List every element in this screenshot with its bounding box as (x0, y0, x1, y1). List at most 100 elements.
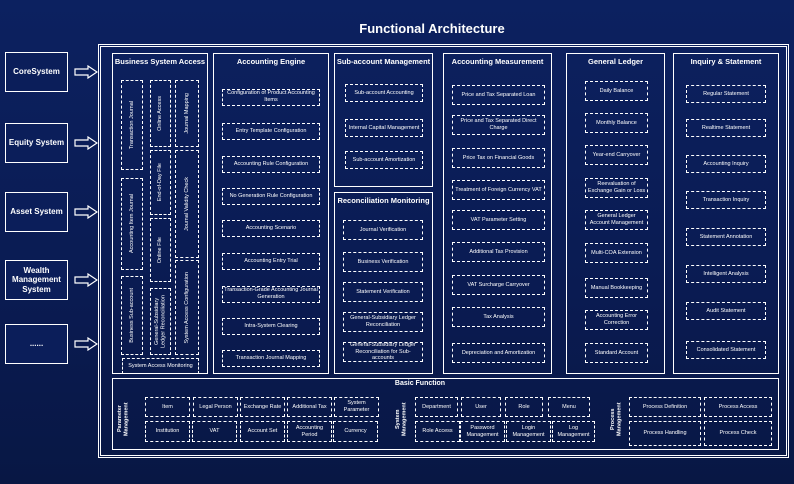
function-item: Transaction Inquiry (686, 191, 766, 209)
arrow-right-icon (74, 136, 98, 150)
process-item: Process Check (704, 421, 772, 446)
function-item: VAT Surcharge Carryover (452, 275, 545, 295)
sub-account-management: Sub-account Management (334, 53, 433, 187)
function-item: No Generation Rule Configuration (222, 187, 320, 205)
function-item: Treatment of Foreign Currency VAT (452, 180, 545, 200)
function-item: General Ledger Account Management (585, 210, 648, 230)
source-system: CoreSystem (5, 52, 68, 92)
function-item: Year-end Carryover (585, 145, 648, 165)
function-item: Price and Tax Separated Loan (452, 85, 545, 105)
function-item-label: System Access Configuration (183, 271, 190, 344)
architecture-frame (98, 44, 789, 458)
function-item: Business Verification (343, 252, 423, 272)
function-item: Standard Account (585, 343, 648, 363)
function-item: Reevaluation of Exchange Gain or Loss (585, 178, 648, 198)
function-item: System Access Configuration (175, 260, 199, 355)
reconciliation-monitoring-title: Reconciliation Monitoring (337, 196, 430, 205)
function-item: Accounting Entry Trial (222, 252, 320, 270)
function-item: Depreciation and Amortization (452, 343, 545, 363)
function-item: VAT Parameter Setting (452, 210, 545, 230)
system-item: Role Access (415, 421, 460, 442)
parameter-item: Accounting Period (287, 421, 332, 442)
function-item: Accounting Rule Configuration (222, 155, 320, 173)
process-item: Process Access (704, 397, 772, 417)
function-item: Consolidated Statement (686, 341, 766, 359)
function-item: Monthly Balance (585, 113, 648, 133)
function-item-label: Journal Validity Check (183, 176, 190, 231)
source-system: ...... (5, 324, 68, 364)
function-item: Internal Capital Management (345, 119, 423, 137)
function-item: Transaction Journal Mapping (222, 349, 320, 367)
function-item: Configuration of Product Accounting Item… (222, 88, 320, 106)
parameter-item: Currency (333, 421, 378, 442)
function-item: Accounting Item Journal (121, 178, 143, 270)
system-item: Log Management (552, 421, 595, 442)
function-item: Accounting Error Correction (585, 310, 648, 330)
function-item: Audit Statement (686, 302, 766, 320)
system-item: Department (415, 397, 458, 417)
source-system: Asset System (5, 192, 68, 232)
function-item: Daily Balance (585, 81, 648, 101)
function-item: Business Sub-account (121, 276, 143, 355)
function-item: Price Tax on Financial Goods (452, 148, 545, 168)
parameter-item: VAT (192, 421, 237, 442)
system-management-label: System Management (393, 396, 409, 442)
function-item: Intra-System Clearing (222, 317, 320, 335)
process-item: Process Definition (629, 397, 701, 417)
function-item: Intelligent Analysis (686, 265, 766, 283)
parameter-item: Account Set (240, 421, 285, 442)
inquiry-statement-title: Inquiry & Statement (690, 57, 762, 66)
function-item: General-Subsidiary Ledger Reconciliation (343, 312, 423, 332)
function-item: Accounting Inquiry (686, 155, 766, 173)
parameter-item: Institution (145, 421, 190, 442)
function-item: Journal Validity Check (175, 150, 199, 258)
function-item: Online Access (150, 80, 171, 147)
system-item: Password Management (460, 421, 505, 442)
source-system: Equity System (5, 123, 68, 163)
function-item: Regular Statement (686, 85, 766, 103)
process-management-label: Process Management (608, 396, 624, 442)
parameter-item: Legal Person (193, 397, 238, 417)
system-item: Role (505, 397, 543, 417)
parameter-management-label: Parameter Management (114, 396, 132, 442)
general-ledger: General Ledger (566, 53, 665, 374)
function-item: Transaction-Grade Accounting Journal Gen… (222, 285, 320, 303)
system-item: Menu (548, 397, 590, 417)
page-title: Functional Architecture (359, 21, 505, 36)
function-item-label: Online Access (157, 96, 164, 131)
accounting-engine: Accounting Engine (213, 53, 329, 374)
parameter-item: Exchange Rate (240, 397, 285, 417)
function-item: Statement Verification (343, 282, 423, 302)
inquiry-statement: Inquiry & Statement (673, 53, 779, 374)
function-item: General-Subsidiary Ledger Reconciliation (150, 288, 171, 355)
function-item: System Access Monitoring (122, 358, 199, 374)
function-item-label: General-Subsidiary Ledger Reconciliation (153, 295, 167, 348)
general-ledger-title: General Ledger (587, 57, 644, 66)
system-management-label-label: System Management (394, 402, 407, 436)
function-item: Journal Mapping (175, 80, 199, 147)
function-item: Entry Template Configuration (222, 122, 320, 140)
function-item-label: Online File (157, 236, 164, 264)
system-item: Login Management (506, 421, 551, 442)
function-item: Online File (150, 218, 171, 282)
function-item-label: Journal Mapping (183, 93, 190, 134)
system-item: User (461, 397, 501, 417)
function-item: Price and Tax Separated Direct Charge (452, 115, 545, 135)
parameter-management-label-label: Parameter Management (116, 402, 129, 436)
function-item: End-of-Day File (150, 150, 171, 215)
arrow-right-icon (74, 205, 98, 219)
basic-function-title: Basic Function (394, 380, 446, 387)
business-system-access-title: Business System Access (114, 57, 206, 66)
function-item: General-Subsidiary Ledger Reconciliation… (343, 342, 423, 362)
function-item-label: Accounting Item Journal (128, 194, 135, 254)
function-item: Transaction Journal (121, 80, 143, 170)
source-system: Wealth Management System (5, 260, 68, 300)
accounting-measurement: Accounting Measurement (443, 53, 552, 374)
function-item: Journal Verification (343, 220, 423, 240)
arrow-right-icon (74, 273, 98, 287)
arrow-right-icon (74, 337, 98, 351)
function-item: Tax Analysis (452, 307, 545, 327)
reconciliation-monitoring: Reconciliation Monitoring (334, 192, 433, 374)
function-item: Sub-account Accounting (345, 84, 423, 102)
basic-function (112, 378, 779, 450)
